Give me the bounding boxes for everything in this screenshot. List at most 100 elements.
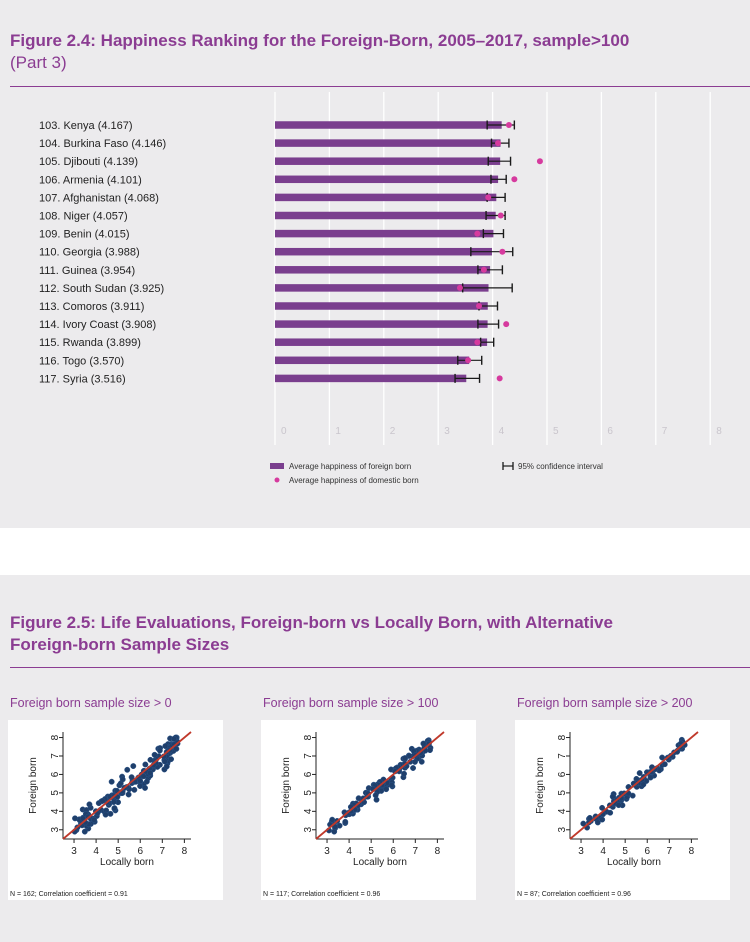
x-tick-label: 4: [499, 426, 505, 437]
bar: [275, 266, 491, 274]
y-axis-label: Foreign born: [281, 757, 292, 814]
figure-2-4-subtitle: (Part 3): [10, 53, 67, 72]
x-tick-label: 8: [716, 426, 722, 437]
category-label: 114. Ivory Coast (3.908): [39, 319, 156, 331]
domestic-dot: [505, 122, 512, 128]
category-label: 111. Guinea (3.954): [39, 265, 135, 277]
scatter-note: N = 117; Correlation coefficient = 0.96: [263, 891, 380, 898]
y-tick-label: 4: [303, 808, 314, 814]
scatter-point: [147, 756, 154, 763]
scatter-point: [170, 735, 177, 742]
scatter-point: [647, 774, 654, 781]
scatter-point: [161, 758, 168, 765]
y-tick-label: 6: [557, 771, 568, 777]
scatter-point: [607, 809, 614, 816]
figure-2-5-title-line2: Foreign-born Sample Sizes: [10, 635, 230, 654]
x-tick-label: 7: [160, 846, 166, 857]
plot-background: [515, 720, 730, 900]
scatter-plot-1: 3 4 5 6 7 8 3 4 5 6 7 8 Locally born Foreign born N = …: [8, 720, 223, 900]
domestic-dot: [465, 357, 472, 364]
x-tick-label: 8: [435, 846, 441, 857]
scatter-point: [130, 763, 137, 770]
figure-2-5-panel: Figure 2.5: Life Evaluations, Foreign-bo…: [0, 575, 750, 942]
y-tick-label: 7: [557, 753, 568, 759]
scatter-point: [99, 797, 106, 804]
x-tick-label: 7: [667, 846, 673, 857]
scatter-point: [163, 763, 170, 770]
category-label: 109. Benin (4.015): [39, 229, 130, 241]
x-tick-label: 8: [182, 846, 188, 857]
domestic-dot: [499, 248, 506, 255]
scatter-point: [401, 770, 407, 777]
category-label: 103. Kenya (4.167): [39, 120, 133, 132]
y-axis-label: Foreign born: [28, 757, 39, 814]
x-tick-label: 4: [600, 846, 606, 857]
figure-2-4-panel: Figure 2.4: Happiness Ranking for the Fo…: [0, 0, 750, 528]
y-tick-label: 5: [303, 790, 314, 796]
x-tick-label: 5: [368, 846, 374, 857]
scatter-point: [91, 816, 98, 823]
category-label: 115. Rwanda (3.899): [39, 337, 141, 349]
x-tick-label: 3: [71, 846, 77, 857]
scatter-point: [383, 786, 390, 793]
category-label: 112. South Sudan (3.925): [39, 283, 164, 295]
scatter-point: [331, 828, 338, 835]
y-tick-label: 4: [50, 808, 61, 814]
x-axis-label: Locally born: [353, 857, 407, 868]
y-tick-label: 7: [303, 753, 314, 759]
bar: [275, 284, 489, 292]
category-label: 104. Burkina Faso (4.146): [39, 138, 166, 150]
y-tick-label: 6: [50, 771, 61, 777]
scatter-point: [156, 747, 163, 754]
y-tick-label: 6: [303, 771, 314, 777]
scatter-3-wrap: 3 4 5 6 7 8 3 4 5 6 7 8 Locally born Foreign born N = …: [515, 720, 730, 905]
x-tick-label: 3: [324, 846, 330, 857]
x-tick-label: 3: [444, 426, 450, 437]
x-axis-label: Locally born: [100, 857, 154, 868]
y-tick-label: 3: [50, 827, 61, 833]
scatter-point: [142, 761, 149, 768]
y-tick-label: 8: [303, 734, 314, 740]
domestic-dot: [495, 140, 502, 147]
scatter-point: [162, 743, 169, 750]
category-label: 117. Syria (3.516): [39, 373, 126, 385]
scatter-point: [636, 770, 643, 777]
scatter-point: [388, 782, 395, 789]
category-label: 107. Afghanistan (4.068): [39, 192, 159, 204]
x-tick-label: 7: [413, 846, 419, 857]
category-label: 110. Georgia (3.988): [39, 247, 140, 259]
domestic-dot: [485, 194, 492, 201]
figure-2-4-divider: [10, 86, 750, 87]
scatter-point: [143, 778, 150, 785]
domestic-dot: [476, 303, 482, 309]
scatter-point: [342, 818, 349, 825]
scatter-point: [427, 747, 433, 754]
scatter-note: N = 87; Correlation coefficient = 0.96: [517, 891, 631, 898]
y-tick-label: 5: [50, 790, 61, 796]
happiness-bar-chart: 0 1 2 3 4 5 6 7 8 103. Kenya (4.167) 104. Burkina …: [39, 92, 722, 485]
y-tick-label: 7: [50, 753, 61, 759]
legend-dot-swatch: [274, 477, 280, 483]
bar: [275, 229, 494, 238]
y-tick-label: 3: [303, 827, 314, 833]
scatter-point: [410, 765, 417, 771]
domestic-dot: [496, 375, 503, 382]
scatter-point: [81, 828, 88, 835]
category-label: 113. Comoros (3.911): [39, 301, 144, 313]
x-tick-label: 6: [644, 846, 650, 857]
x-tick-label: 6: [390, 846, 396, 857]
scatter-point: [124, 766, 131, 773]
y-tick-label: 4: [557, 808, 568, 814]
domestic-dot: [497, 212, 504, 219]
figure-2-4-title: Figure 2.4: Happiness Ranking for the Fo…: [10, 31, 630, 50]
x-tick-label: 2: [390, 426, 396, 437]
bar: [275, 175, 499, 184]
legend-bar-swatch: [270, 463, 284, 469]
y-tick-label: 8: [50, 734, 61, 740]
bar: [275, 356, 470, 365]
fit-line: [62, 731, 192, 840]
scatter-point: [372, 792, 379, 799]
bar: [275, 374, 467, 383]
x-tick-label: 4: [346, 846, 352, 857]
scatter-point: [615, 802, 622, 809]
